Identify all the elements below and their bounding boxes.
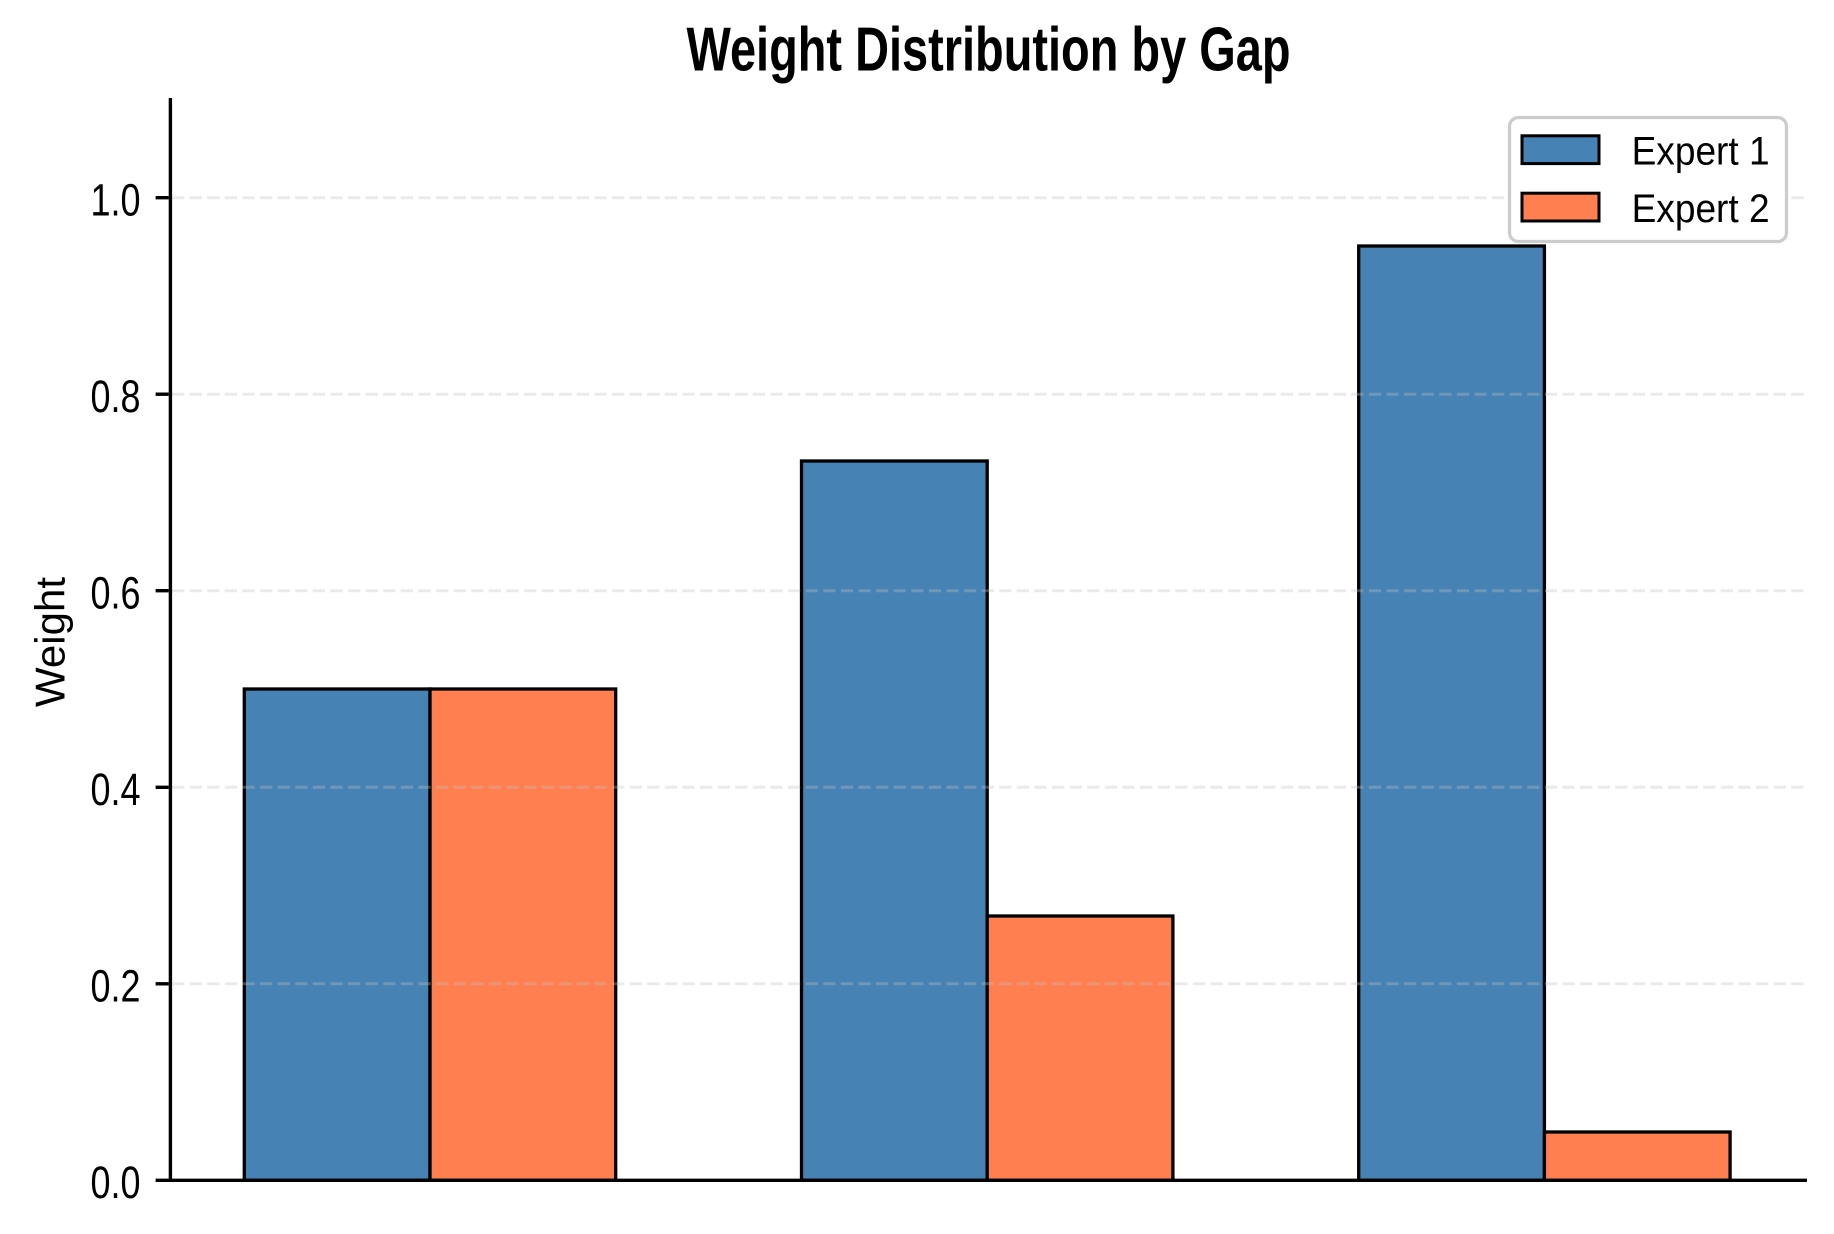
svg-text:0.2: 0.2 bbox=[91, 961, 141, 1012]
svg-text:Weight: Weight bbox=[27, 577, 74, 707]
svg-text:0.0: 0.0 bbox=[91, 1157, 141, 1208]
svg-text:0.6: 0.6 bbox=[91, 568, 141, 619]
svg-text:Weight Distribution by Gap: Weight Distribution by Gap bbox=[687, 16, 1291, 85]
svg-text:Expert 1: Expert 1 bbox=[1632, 130, 1770, 174]
svg-text:0.8: 0.8 bbox=[91, 371, 141, 422]
svg-text:1.0: 1.0 bbox=[91, 175, 141, 226]
svg-text:0.4: 0.4 bbox=[91, 764, 141, 815]
svg-text:Expert 2: Expert 2 bbox=[1632, 187, 1770, 231]
